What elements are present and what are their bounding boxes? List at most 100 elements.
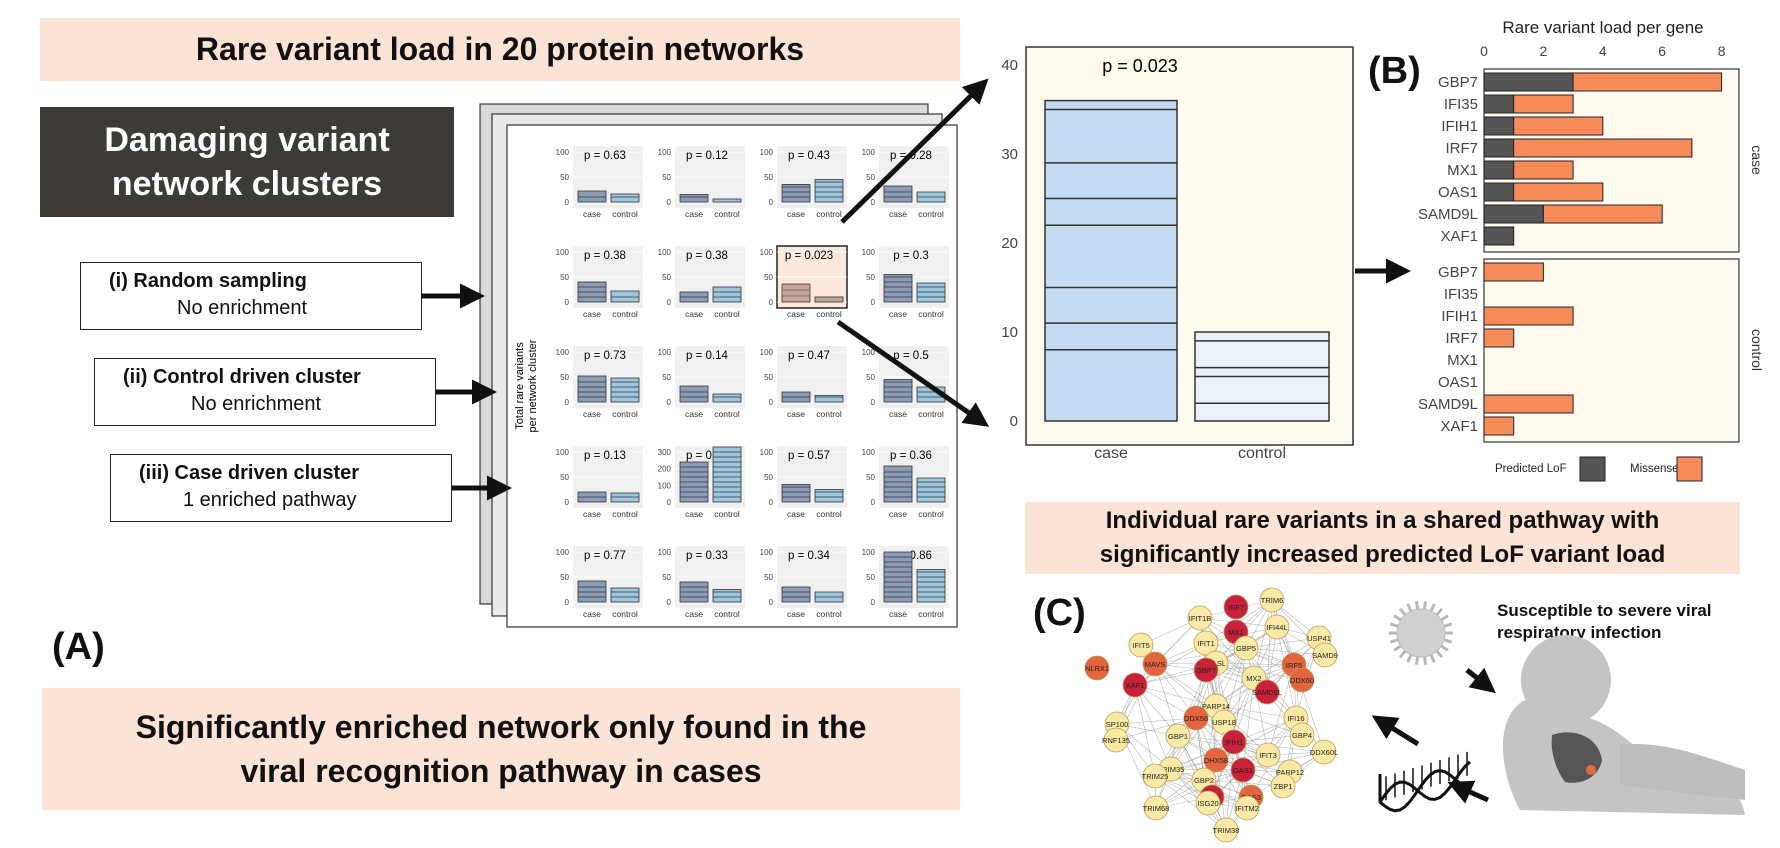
cluster-y-tick: 50 bbox=[560, 373, 569, 382]
gene-label: IFIH1 bbox=[1441, 118, 1478, 135]
cluster-bar-case bbox=[679, 194, 709, 203]
scenario-subtitle: 1 enriched pathway bbox=[183, 489, 357, 511]
cluster-y-tick: 0 bbox=[667, 598, 672, 607]
cluster-y-tick: 100 bbox=[658, 348, 672, 357]
cluster-y-tick: 100 bbox=[658, 548, 672, 557]
cluster-bar-control bbox=[916, 569, 946, 603]
network-node-circle bbox=[1213, 817, 1239, 843]
network-node-label: TRIM38 bbox=[1213, 826, 1240, 835]
network-node-label: IFIT1 bbox=[1197, 639, 1215, 648]
susceptibility-line2: respiratory infection bbox=[1497, 623, 1662, 642]
network-node-label: SP100 bbox=[1106, 720, 1129, 729]
gene-chart-title: Rare variant load per gene bbox=[1502, 18, 1703, 37]
main-y-tick: 0 bbox=[1010, 413, 1018, 430]
main-y-tick: 40 bbox=[1001, 57, 1018, 74]
main-y-tick: 20 bbox=[1001, 235, 1018, 252]
cluster-y-tick: 50 bbox=[866, 473, 875, 482]
gene-x-tick: 6 bbox=[1658, 43, 1666, 59]
cluster-x-tick: control bbox=[918, 409, 944, 419]
network-node: IFI44L bbox=[1264, 614, 1290, 640]
network-node-circle bbox=[1312, 642, 1338, 668]
gene-x-tick: 8 bbox=[1718, 43, 1726, 59]
network-node-label: IRF5 bbox=[1286, 661, 1302, 670]
cluster-x-tick: case bbox=[685, 409, 703, 419]
network-node: DHX58 bbox=[1203, 747, 1229, 773]
network-node: ISG20 bbox=[1195, 790, 1221, 816]
network-node-circle bbox=[1233, 635, 1259, 661]
cluster-y-tick: 0 bbox=[871, 198, 876, 207]
cluster-panel: 0 50 100 p = 0.36 case control bbox=[862, 446, 949, 519]
arrow-layer bbox=[422, 78, 1496, 804]
gene-bar-missense bbox=[1483, 306, 1574, 326]
cluster-x-tick: control bbox=[612, 409, 638, 419]
gene-bar-lof bbox=[1483, 116, 1515, 136]
cluster-p-value: p = 0.5 bbox=[893, 350, 929, 362]
network-node-label: GBP7 bbox=[1196, 666, 1216, 675]
cluster-bar-case bbox=[781, 184, 811, 203]
gene-load-chart: Rare variant load per gene 0 2 4 6 8 case GBP7 I… bbox=[1418, 18, 1765, 482]
network-node-circle bbox=[1289, 667, 1315, 693]
cluster-p-value: p = 0.77 bbox=[584, 550, 626, 562]
network-node: GBP5 bbox=[1233, 635, 1259, 661]
network-edge bbox=[1245, 647, 1326, 656]
network-node-label: MX1 bbox=[1228, 628, 1243, 637]
network-node-circle bbox=[1183, 705, 1209, 731]
network-node-circle bbox=[1211, 709, 1237, 735]
cluster-panel: 0 50 100 p = 0.43 case control bbox=[760, 146, 847, 219]
cluster-x-tick: control bbox=[918, 309, 944, 319]
network-edge bbox=[1215, 662, 1295, 666]
cluster-p-value: p = 0.43 bbox=[788, 150, 830, 162]
cluster-x-tick: case bbox=[889, 409, 907, 419]
network-node-label: GBP1 bbox=[1168, 732, 1188, 741]
shared-pathway-line1: Individual rare variants in a shared pat… bbox=[1105, 507, 1660, 534]
network-node-circle bbox=[1142, 763, 1168, 789]
gene-label: OAS1 bbox=[1438, 374, 1478, 391]
flow-arrow bbox=[1447, 780, 1490, 804]
virus-icon bbox=[1396, 608, 1446, 658]
network-node-circle bbox=[1223, 594, 1249, 620]
scenario-subtitle: No enrichment bbox=[191, 393, 322, 415]
cluster-x-tick: control bbox=[918, 209, 944, 219]
network-node: SAMD9L bbox=[1252, 679, 1282, 705]
network-node: USP18 bbox=[1211, 709, 1237, 735]
cluster-y-tick: 0 bbox=[769, 398, 774, 407]
network-edge bbox=[1134, 684, 1172, 770]
network-edge bbox=[1242, 677, 1255, 771]
network-node-circle bbox=[1264, 614, 1290, 640]
network-node-circle bbox=[1084, 655, 1110, 681]
cluster-y-tick: 0 bbox=[769, 598, 774, 607]
network-node-label: ISG20 bbox=[1197, 799, 1218, 808]
conclusion-band: Significantly enriched network only foun… bbox=[42, 688, 960, 810]
network-node: IFIT1B bbox=[1187, 605, 1213, 631]
cluster-bar-control bbox=[916, 282, 946, 303]
scenario-title: (i) Random sampling bbox=[109, 270, 307, 292]
highlighted-cluster-chart: 0 10 20 30 40 p = 0.023 case control bbox=[1001, 46, 1354, 462]
cluster-bar-case bbox=[883, 185, 913, 203]
cluster-panel: 0 50 100 p = 0.023 case control bbox=[760, 245, 848, 319]
network-node-circle bbox=[1122, 672, 1148, 698]
cluster-bar-control bbox=[610, 492, 640, 503]
cluster-bar-case bbox=[577, 580, 607, 603]
cluster-y-tick: 0 bbox=[565, 298, 570, 307]
cluster-x-tick: case bbox=[583, 309, 601, 319]
network-node-label: TRIM6 bbox=[1261, 596, 1284, 605]
cluster-y-tick: 0 bbox=[769, 298, 774, 307]
infant-head bbox=[1521, 635, 1611, 725]
gene-label: XAF1 bbox=[1440, 418, 1478, 435]
cluster-y-tick: 100 bbox=[760, 148, 774, 157]
cluster-y-tick: 50 bbox=[866, 273, 875, 282]
cluster-y-tick: 50 bbox=[560, 273, 569, 282]
cluster-y-tick: 100 bbox=[556, 148, 570, 157]
cluster-x-tick: case bbox=[889, 609, 907, 619]
network-edge bbox=[1154, 775, 1227, 831]
network-node-label: SAMD9L bbox=[1252, 688, 1282, 697]
susceptibility-line1: Susceptible to severe viral bbox=[1497, 601, 1712, 620]
network-node-label: DDX60 bbox=[1290, 676, 1314, 685]
network-node-label: IFITM2 bbox=[1235, 804, 1259, 813]
gene-bar-missense bbox=[1513, 160, 1574, 180]
network-edge bbox=[1134, 684, 1217, 707]
network-edge bbox=[1203, 779, 1284, 787]
gene-label: MX1 bbox=[1447, 352, 1478, 369]
network-node: IFIT3 bbox=[1255, 742, 1281, 768]
scenario-control-driven: (ii) Control driven cluster No enrichmen… bbox=[94, 358, 436, 426]
